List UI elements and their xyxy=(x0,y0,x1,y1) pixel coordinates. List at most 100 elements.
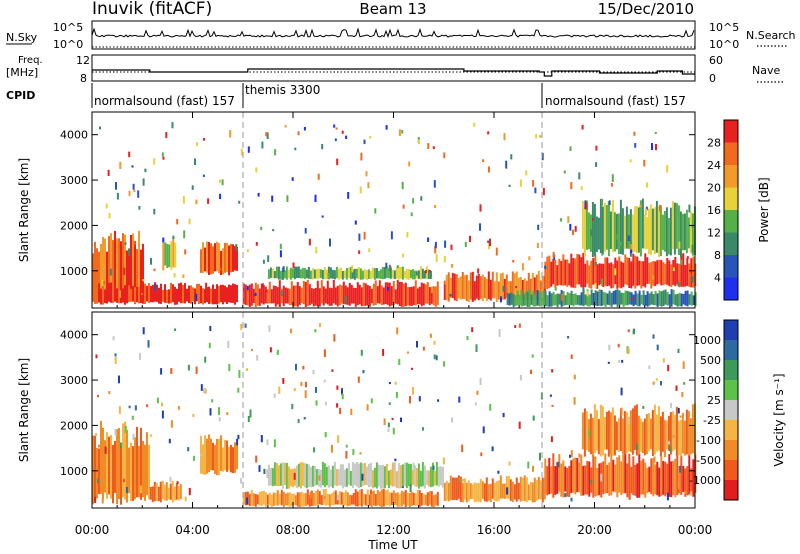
heatmap-cell xyxy=(638,454,641,498)
heatmap-cell xyxy=(118,238,120,293)
speckle-point xyxy=(488,166,490,173)
speckle-point xyxy=(315,387,317,393)
speckle-point xyxy=(477,268,480,274)
heatmap-cell xyxy=(360,489,363,507)
nsearch-tick-top: 10^5 xyxy=(709,21,739,34)
heatmap-cell xyxy=(658,259,661,284)
heatmap-cell xyxy=(461,272,464,299)
speckle-point xyxy=(435,355,438,361)
heatmap-cell xyxy=(212,442,214,471)
speckle-point xyxy=(466,336,469,340)
speckle-point xyxy=(443,152,446,159)
heatmap-cell xyxy=(326,493,329,505)
heatmap-cell xyxy=(578,254,581,285)
velocity-y-label: Slant Range [km] xyxy=(17,358,31,462)
heatmap-cell xyxy=(680,253,683,287)
speckle-point xyxy=(539,135,542,138)
heatmap-cell xyxy=(224,242,226,273)
speckle-point xyxy=(256,355,259,361)
speckle-point xyxy=(204,356,207,363)
heatmap-cell xyxy=(276,287,279,305)
heatmap-cell xyxy=(533,477,536,503)
heatmap-cell xyxy=(511,481,514,502)
speckle-point xyxy=(279,243,282,250)
heatmap-cell xyxy=(548,291,551,307)
heatmap-cell xyxy=(401,464,404,487)
heatmap-cell xyxy=(290,493,293,507)
heatmap-cell xyxy=(269,267,272,278)
heatmap-cell xyxy=(276,489,279,506)
heatmap-cell xyxy=(331,465,334,488)
heatmap-cell xyxy=(142,441,144,497)
speckle-point xyxy=(235,244,238,251)
speckle-point xyxy=(601,253,604,256)
speckle-point xyxy=(424,269,427,274)
heatmap-cell xyxy=(434,286,437,307)
speckle-point xyxy=(451,417,454,423)
speckle-point xyxy=(666,165,669,173)
heatmap-cell xyxy=(312,493,315,506)
heatmap-cell xyxy=(690,468,693,492)
heatmap-cell xyxy=(670,289,673,307)
heatmap-cell xyxy=(354,489,357,507)
speckle-point xyxy=(614,268,617,276)
speckle-point xyxy=(195,199,198,205)
heatmap-cell xyxy=(624,453,627,494)
speckle-point xyxy=(229,130,232,138)
heatmap-cell xyxy=(381,266,384,280)
heatmap-cell xyxy=(422,493,425,505)
heatmap-cell xyxy=(426,282,429,304)
heatmap-cell xyxy=(404,489,407,507)
speckle-point xyxy=(652,381,655,385)
speckle-point xyxy=(412,198,415,204)
heatmap-cell xyxy=(520,290,523,307)
colorbar-segment xyxy=(724,480,738,500)
heatmap-cell xyxy=(397,266,400,280)
heatmap-cell xyxy=(601,206,604,255)
heatmap-cell xyxy=(180,282,182,304)
speckle-point xyxy=(487,240,490,243)
heatmap-cell xyxy=(108,436,110,495)
heatmap-cell xyxy=(662,461,665,495)
heatmap-cell xyxy=(436,281,439,306)
speckle-point xyxy=(601,198,604,206)
speckle-point xyxy=(192,413,195,417)
colorbar-segment xyxy=(724,420,738,440)
heatmap-cell xyxy=(637,207,640,253)
x-tick-label: 20:00 xyxy=(577,523,612,537)
heatmap-cell xyxy=(657,206,660,257)
heatmap-cell xyxy=(352,493,355,505)
heatmap-cell xyxy=(689,418,692,455)
speckle-point xyxy=(309,492,312,499)
colorbar-segment xyxy=(724,380,738,400)
heatmap-cell xyxy=(216,241,218,272)
heatmap-cell xyxy=(110,233,112,296)
speckle-point xyxy=(314,194,317,202)
speckle-point xyxy=(619,241,622,246)
heatmap-cell xyxy=(369,462,372,487)
heatmap-cell xyxy=(550,261,553,287)
heatmap-cell xyxy=(297,463,300,487)
speckle-point xyxy=(187,364,190,371)
heatmap-cell xyxy=(230,243,232,273)
speckle-point xyxy=(97,394,99,398)
heatmap-cell xyxy=(250,490,253,507)
heatmap-cell xyxy=(684,290,687,306)
heatmap-cell xyxy=(582,252,585,288)
speckle-point xyxy=(240,148,243,156)
speckle-point xyxy=(535,133,538,139)
speckle-point xyxy=(608,344,611,351)
speckle-point xyxy=(584,201,587,210)
speckle-point xyxy=(318,475,321,481)
heatmap-cell xyxy=(318,491,321,505)
heatmap-cell xyxy=(334,287,337,305)
speckle-point xyxy=(247,416,250,422)
speckle-point xyxy=(503,133,506,141)
speckle-point xyxy=(621,359,624,363)
x-tick-label: 00:00 xyxy=(75,523,110,537)
heatmap-cell xyxy=(574,258,577,289)
heatmap-cell xyxy=(589,413,592,455)
speckle-point xyxy=(505,160,508,169)
speckle-point xyxy=(209,408,212,416)
